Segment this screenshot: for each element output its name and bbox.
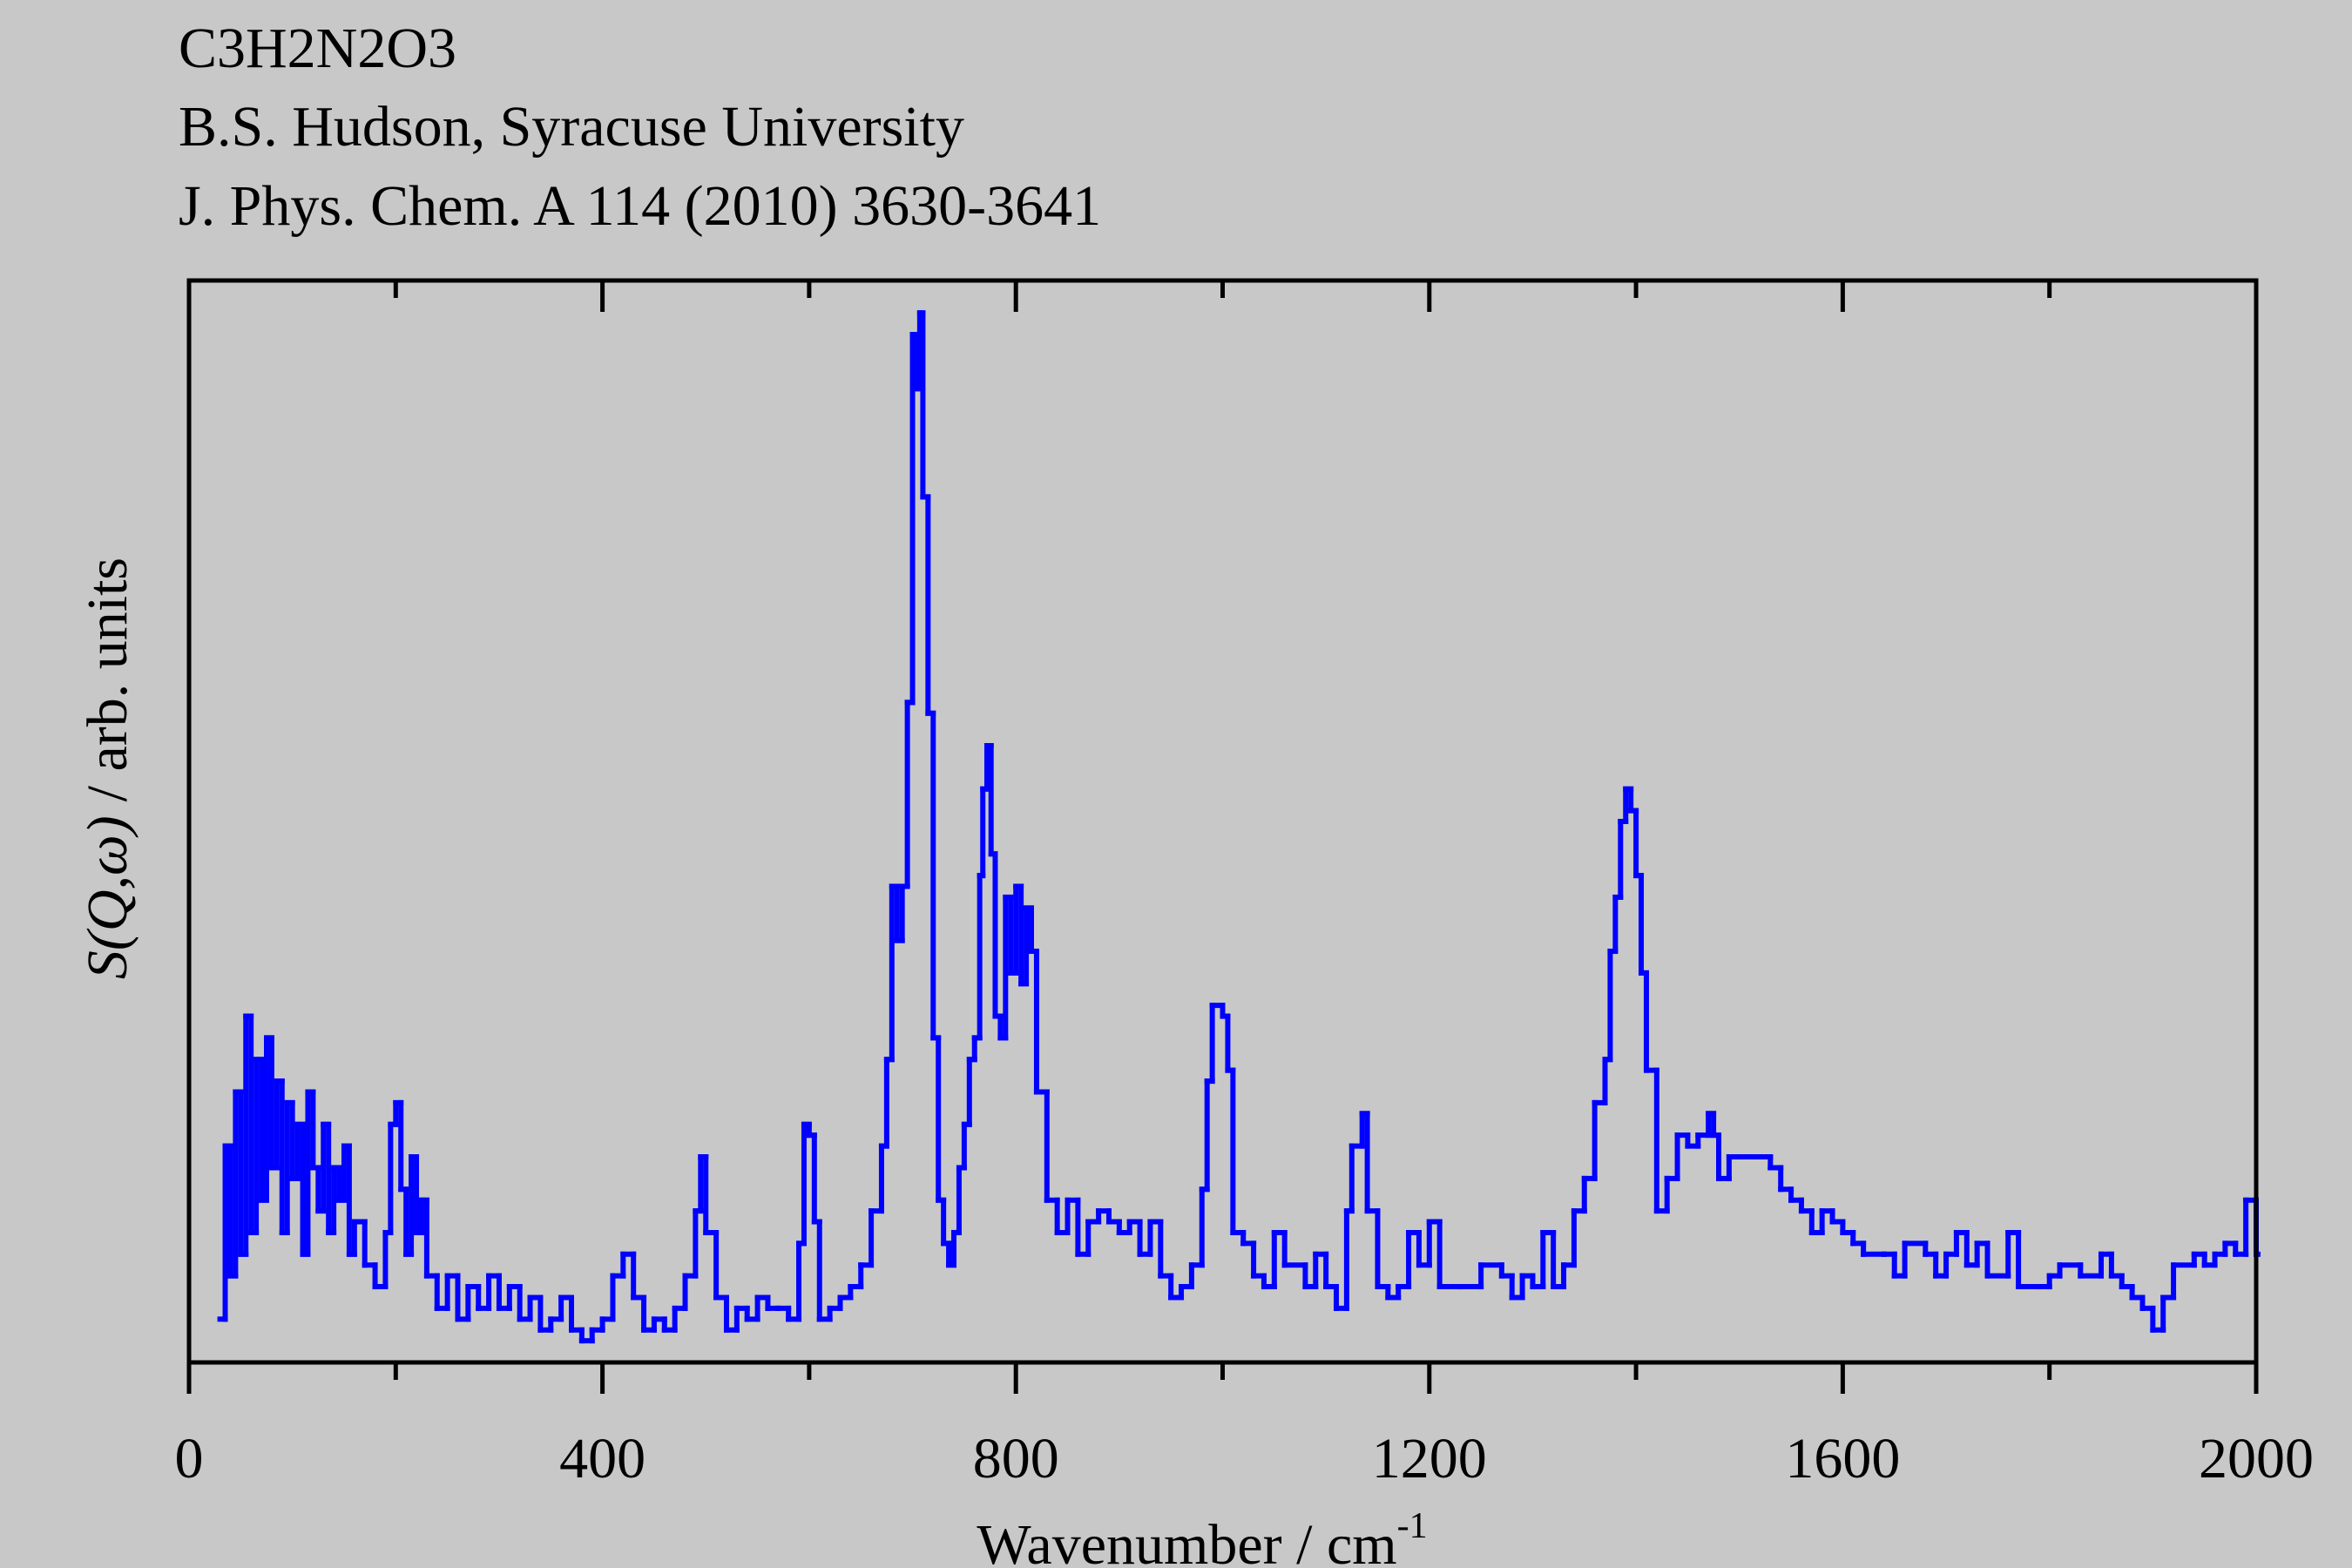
y-axis-label: S(Q,ω) / arb. units xyxy=(76,558,139,979)
chart-subtitle: B.S. Hudson, Syracuse University xyxy=(179,95,964,159)
x-tick-label: 800 xyxy=(973,1427,1059,1490)
x-tick-label: 2000 xyxy=(2199,1427,2314,1490)
x-axis-label: Wavenumber / cm-1 xyxy=(977,1506,1427,1568)
y-axis-label-units: / arb. units xyxy=(76,558,139,801)
plot-area: 0 400 800 1200 1600 2000 xyxy=(175,278,2314,1490)
x-axis-label-superscript: -1 xyxy=(1397,1506,1428,1546)
y-axis-label-symbol: S(Q,ω) xyxy=(76,815,139,979)
x-tick-label: 0 xyxy=(175,1427,204,1490)
chart-subtitle: J. Phys. Chem. A 114 (2010) 3630-3641 xyxy=(179,174,1101,238)
x-tick-label: 1200 xyxy=(1372,1427,1487,1490)
chart-title: C3H2N2O3 xyxy=(179,17,456,80)
x-axis-label-text: Wavenumber / cm xyxy=(977,1513,1396,1568)
spectrum-line xyxy=(217,310,2261,1344)
x-tick-label: 1600 xyxy=(1785,1427,1900,1490)
x-tick-label: 400 xyxy=(559,1427,645,1490)
